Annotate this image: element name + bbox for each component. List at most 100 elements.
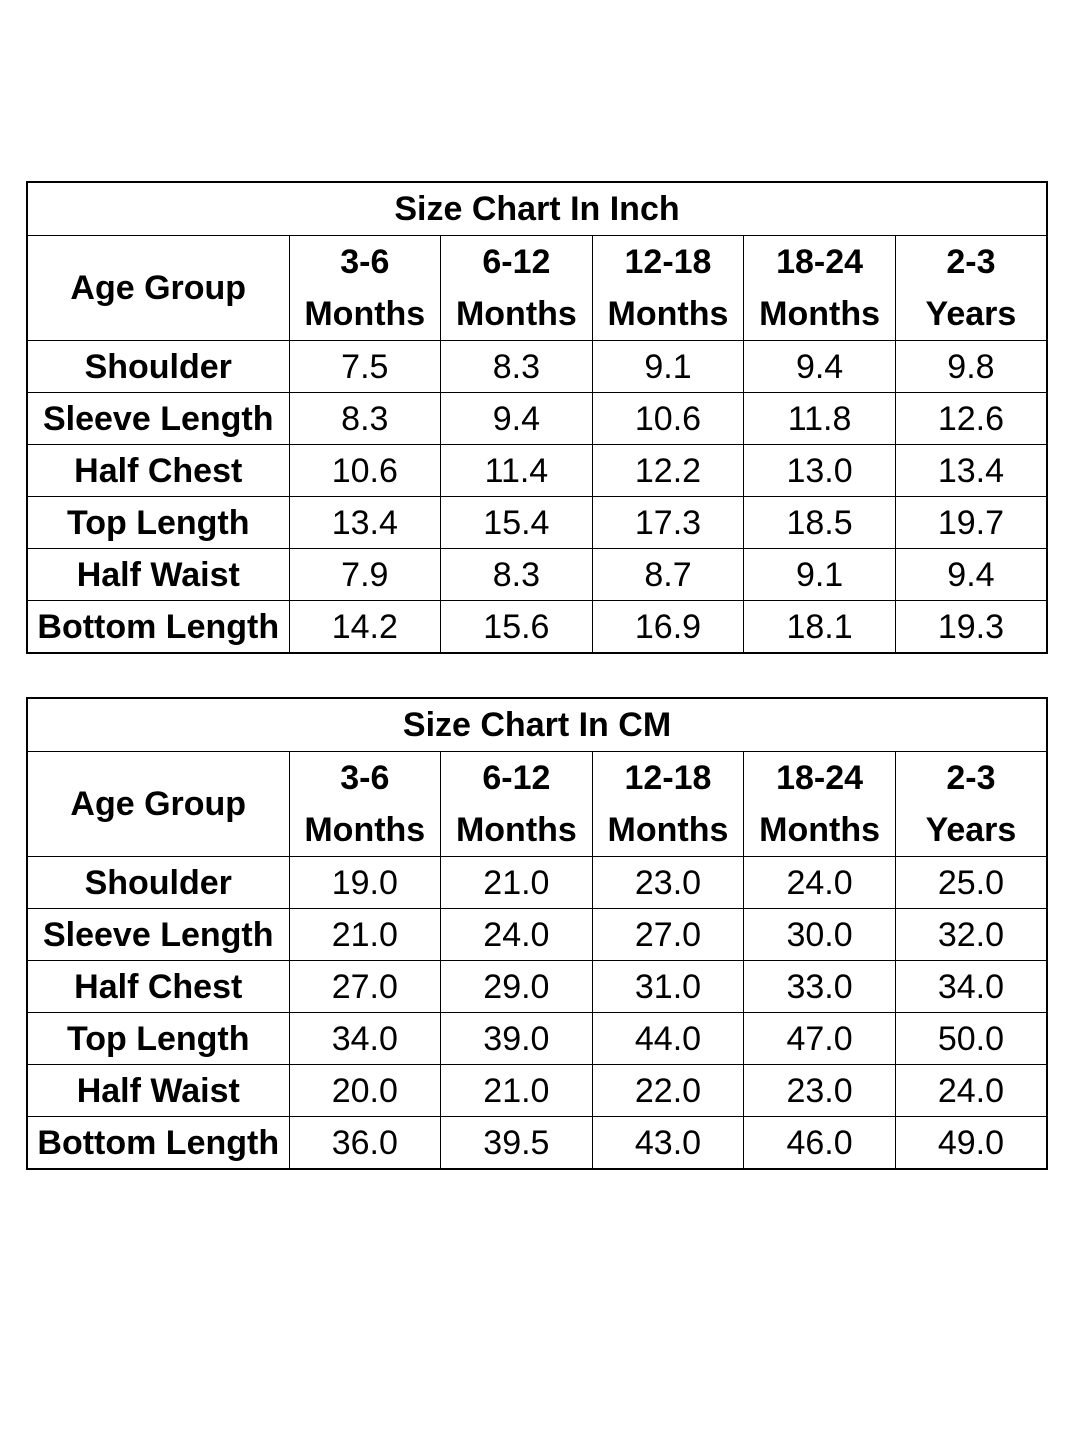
row-label: Bottom Length [26, 600, 290, 654]
table-cell: 8.3 [440, 548, 593, 601]
column-unit: Years [925, 811, 1017, 849]
column-header: 18-24 Months [743, 751, 896, 857]
table-cell: 47.0 [743, 1012, 896, 1065]
table-cell: 24.0 [894, 1064, 1048, 1117]
row-label: Shoulder [26, 340, 290, 393]
column-header: 12-18 Months [591, 235, 745, 341]
table-cell: 44.0 [591, 1012, 745, 1065]
table-cell: 15.6 [440, 600, 593, 654]
table-cell: 33.0 [743, 960, 896, 1013]
table-cell: 9.4 [743, 340, 896, 393]
table-cell: 19.0 [288, 856, 442, 909]
table-cell: 9.1 [743, 548, 896, 601]
table-cell: 10.6 [591, 392, 745, 445]
table-cell: 27.0 [288, 960, 442, 1013]
column-header: 6-12 Months [440, 751, 593, 857]
column-header: 12-18 Months [591, 751, 745, 857]
column-unit: Months [304, 811, 426, 849]
age-group-header: Age Group [26, 751, 290, 857]
table-cell: 9.4 [440, 392, 593, 445]
table-cell: 12.2 [591, 444, 745, 497]
table-row: Half Waist 7.9 8.3 8.7 9.1 9.4 [26, 548, 1048, 601]
table-row: Top Length 13.4 15.4 17.3 18.5 19.7 [26, 496, 1048, 549]
table-cell: 32.0 [894, 908, 1048, 961]
column-unit: Months [455, 811, 577, 849]
table-cell: 21.0 [288, 908, 442, 961]
table-row: Bottom Length 36.0 39.5 43.0 46.0 49.0 [26, 1116, 1048, 1170]
age-group-header: Age Group [26, 235, 290, 341]
column-range: 12-18 [624, 243, 712, 281]
table-cell: 7.9 [288, 548, 442, 601]
table-cell: 14.2 [288, 600, 442, 654]
table-cell: 30.0 [743, 908, 896, 961]
table-cell: 10.6 [288, 444, 442, 497]
table-cell: 8.3 [440, 340, 593, 393]
column-header: 2-3 Years [894, 751, 1048, 857]
table-cell: 17.3 [591, 496, 745, 549]
row-label: Half Chest [26, 960, 290, 1013]
table-cell: 36.0 [288, 1116, 442, 1170]
table-cell: 21.0 [440, 856, 593, 909]
row-label: Half Chest [26, 444, 290, 497]
column-unit: Months [455, 295, 577, 333]
column-range: 6-12 [482, 759, 551, 797]
column-unit: Months [759, 295, 880, 333]
table-cell: 9.8 [894, 340, 1048, 393]
table-cell: 15.4 [440, 496, 593, 549]
column-unit: Months [759, 811, 880, 849]
table-row: Shoulder 19.0 21.0 23.0 24.0 25.0 [26, 856, 1048, 909]
column-header: 2-3 Years [894, 235, 1048, 341]
table-cell: 19.3 [894, 600, 1048, 654]
table-cell: 23.0 [591, 856, 745, 909]
table-cell: 24.0 [440, 908, 593, 961]
table-cell: 29.0 [440, 960, 593, 1013]
table-row: Bottom Length 14.2 15.6 16.9 18.1 19.3 [26, 600, 1048, 654]
column-range: 6-12 [482, 243, 551, 281]
table-cell: 11.4 [440, 444, 593, 497]
column-unit: Months [607, 295, 729, 333]
table-title: Size Chart In CM [26, 697, 1048, 752]
row-label: Half Waist [26, 548, 290, 601]
table-cell: 11.8 [743, 392, 896, 445]
table-row: Sleeve Length 8.3 9.4 10.6 11.8 12.6 [26, 392, 1048, 445]
table-cell: 49.0 [894, 1116, 1048, 1170]
table-cell: 23.0 [743, 1064, 896, 1117]
table-cell: 13.0 [743, 444, 896, 497]
table-cell: 13.4 [288, 496, 442, 549]
table-cell: 24.0 [743, 856, 896, 909]
table-cell: 19.7 [894, 496, 1048, 549]
table-cell: 25.0 [894, 856, 1048, 909]
table-cell: 46.0 [743, 1116, 896, 1170]
row-label: Shoulder [26, 856, 290, 909]
table-title: Size Chart In Inch [26, 181, 1048, 236]
table-cell: 39.0 [440, 1012, 593, 1065]
column-unit: Months [304, 295, 426, 333]
table-cell: 9.1 [591, 340, 745, 393]
table-cell: 43.0 [591, 1116, 745, 1170]
table-cell: 50.0 [894, 1012, 1048, 1065]
table-cell: 22.0 [591, 1064, 745, 1117]
column-header: 3-6 Months [288, 235, 442, 341]
row-label: Bottom Length [26, 1116, 290, 1170]
row-label: Top Length [26, 496, 290, 549]
column-range: 3-6 [340, 759, 390, 797]
table-cell: 12.6 [894, 392, 1048, 445]
table-cell: 9.4 [894, 548, 1048, 601]
column-header: 6-12 Months [440, 235, 593, 341]
column-range: 2-3 [946, 759, 996, 797]
table-cell: 34.0 [894, 960, 1048, 1013]
table-row: Half Chest 27.0 29.0 31.0 33.0 34.0 [26, 960, 1048, 1013]
size-chart-inch-table: Size Chart In Inch Age Group 3-6 Months 6… [26, 181, 1048, 654]
table-cell: 34.0 [288, 1012, 442, 1065]
row-label: Sleeve Length [26, 392, 290, 445]
column-unit: Months [607, 811, 729, 849]
table-row: Top Length 34.0 39.0 44.0 47.0 50.0 [26, 1012, 1048, 1065]
column-range: 18-24 [776, 759, 864, 797]
column-range: 2-3 [946, 243, 996, 281]
table-cell: 20.0 [288, 1064, 442, 1117]
table-cell: 21.0 [440, 1064, 593, 1117]
table-cell: 31.0 [591, 960, 745, 1013]
table-cell: 16.9 [591, 600, 745, 654]
table-cell: 18.1 [743, 600, 896, 654]
table-row: Shoulder 7.5 8.3 9.1 9.4 9.8 [26, 340, 1048, 393]
